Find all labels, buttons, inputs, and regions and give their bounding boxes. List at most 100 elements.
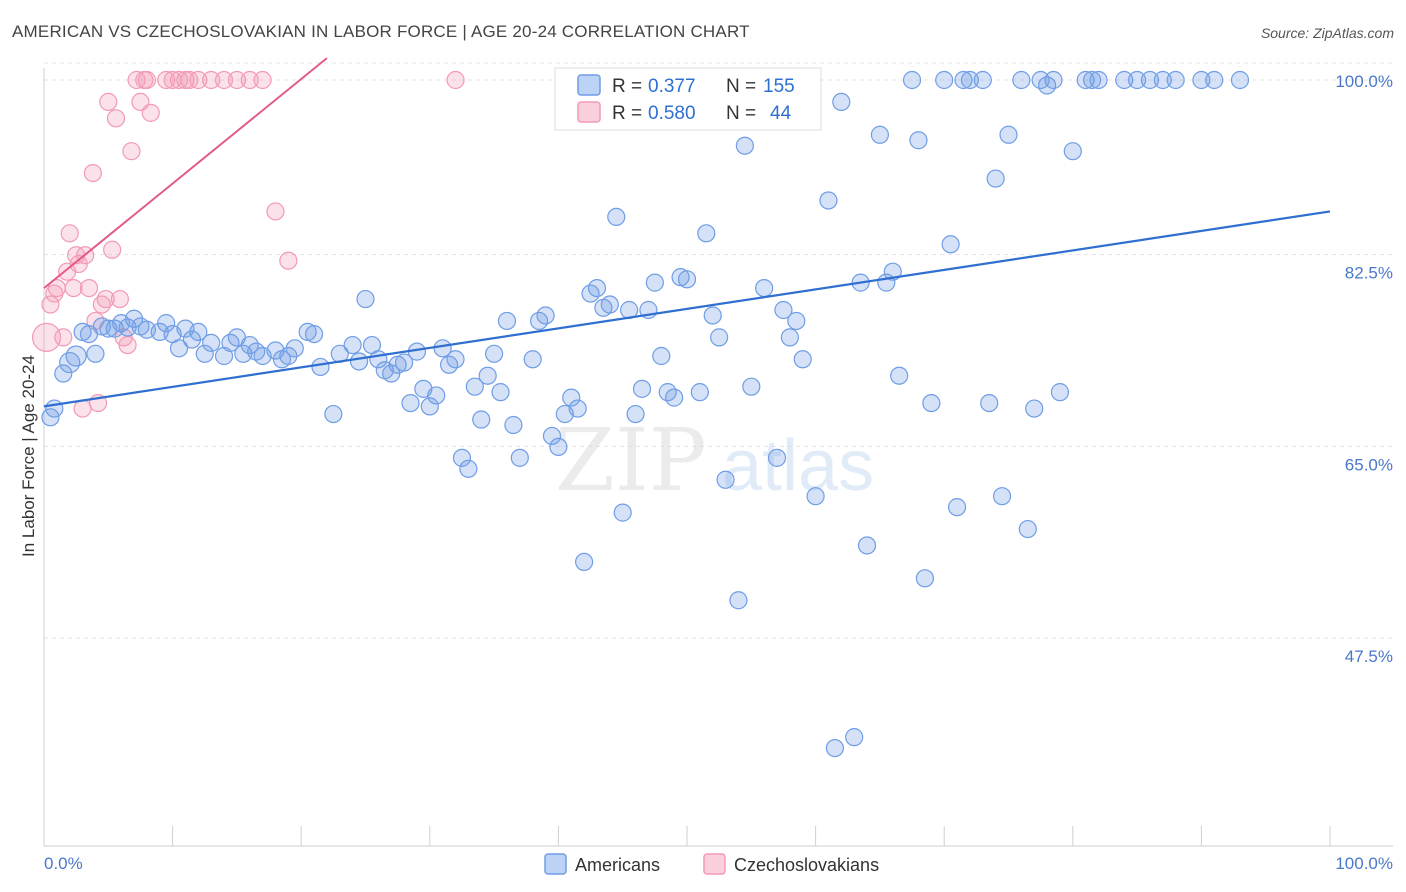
american-point — [356, 289, 375, 309]
y-axis-label: In Labor Force | Age 20-24 — [19, 355, 38, 557]
american-point — [41, 408, 60, 427]
czech-point — [176, 70, 195, 90]
axes — [43, 68, 1393, 847]
american-point — [1089, 70, 1108, 90]
american-point — [45, 399, 64, 418]
legend-r-label-americans: R = — [612, 76, 642, 97]
american-point — [472, 410, 491, 429]
czech-point — [79, 278, 99, 298]
american-point — [59, 351, 81, 374]
czech-point — [446, 70, 465, 90]
american-point — [304, 324, 324, 344]
american-point — [427, 386, 446, 405]
american-point — [536, 306, 555, 325]
svg-text:atlas: atlas — [722, 426, 874, 506]
legend-n-value-czech: 44 — [770, 103, 792, 124]
american-point — [86, 344, 105, 363]
czech-point — [157, 70, 176, 90]
american-point — [780, 328, 799, 347]
czech-point — [127, 70, 146, 90]
czech-point — [202, 70, 221, 90]
american-point — [632, 379, 652, 398]
czech-point — [122, 142, 141, 161]
american-point — [742, 377, 761, 396]
y-tick-label: 65.0% — [1345, 455, 1393, 474]
american-point — [1192, 70, 1211, 90]
american-point — [845, 728, 864, 747]
x-ticks — [43, 826, 1331, 846]
american-point — [394, 353, 414, 372]
american-point — [446, 350, 465, 369]
american-points — [41, 70, 1250, 758]
legend-n-label-czech: N = — [726, 103, 756, 124]
legend-box: R = 0.377 N = 155 R = 0.580 N = 44 — [554, 67, 822, 131]
american-point — [825, 738, 844, 758]
legend-swatch-czech — [577, 101, 601, 123]
american-point — [1018, 519, 1037, 539]
czech-point — [110, 289, 129, 309]
czech-point — [31, 322, 62, 352]
american-point — [954, 70, 973, 90]
bottom-legend-label-americans: Americans — [575, 855, 660, 875]
legend-n-value-americans: 155 — [763, 76, 795, 97]
american-point — [1076, 70, 1095, 90]
american-point — [947, 498, 967, 517]
american-point — [941, 235, 960, 254]
american-point — [549, 437, 568, 457]
american-point — [420, 397, 439, 416]
american-point — [729, 591, 748, 610]
czech-point — [60, 224, 79, 243]
x-tick-label-min: 0.0% — [44, 854, 83, 873]
american-point — [491, 383, 510, 402]
american-point — [857, 536, 877, 555]
american-point — [1025, 399, 1044, 418]
american-point — [626, 404, 645, 424]
american-point — [980, 393, 999, 413]
czech-point — [227, 70, 246, 90]
american-point — [401, 393, 420, 413]
czech-point — [137, 70, 156, 90]
svg-text:ZIP: ZIP — [555, 411, 707, 511]
czech-point — [214, 70, 234, 90]
american-point — [1205, 70, 1224, 90]
trendlines — [43, 57, 1331, 408]
bottom-legend-swatch-americans — [544, 853, 567, 875]
american-point — [883, 262, 902, 281]
czech-points — [31, 70, 465, 418]
american-point — [575, 552, 594, 572]
american-point — [169, 339, 189, 358]
american-point — [607, 207, 626, 227]
american-point — [504, 415, 523, 435]
american-point — [832, 92, 851, 112]
american-point — [973, 70, 992, 90]
czech-point — [96, 289, 115, 309]
american-point — [922, 393, 941, 413]
legend-r-label-czech: R = — [612, 103, 642, 124]
american-point — [1115, 70, 1134, 90]
american-point — [1230, 70, 1250, 90]
american-point — [909, 131, 928, 150]
bottom-legend: Americans Czechoslovakians — [544, 853, 879, 875]
american-point — [600, 295, 619, 314]
czech-trendline — [43, 57, 328, 289]
american-point — [735, 136, 754, 155]
american-point — [1153, 70, 1172, 90]
american-point — [1063, 142, 1082, 161]
american-point — [613, 503, 632, 522]
american-point — [793, 350, 812, 369]
czech-point — [169, 70, 189, 90]
american-point — [960, 70, 980, 90]
american-point — [652, 346, 671, 366]
american-point — [999, 125, 1018, 144]
american-point — [703, 306, 722, 325]
legend-swatch-americans — [577, 74, 601, 96]
czech-point — [189, 70, 208, 90]
american-point — [510, 448, 529, 467]
american-point — [485, 344, 504, 363]
american-point — [697, 224, 716, 243]
american-point — [465, 377, 484, 396]
american-point — [716, 470, 735, 489]
american-point — [349, 352, 369, 371]
american-point — [806, 487, 825, 506]
